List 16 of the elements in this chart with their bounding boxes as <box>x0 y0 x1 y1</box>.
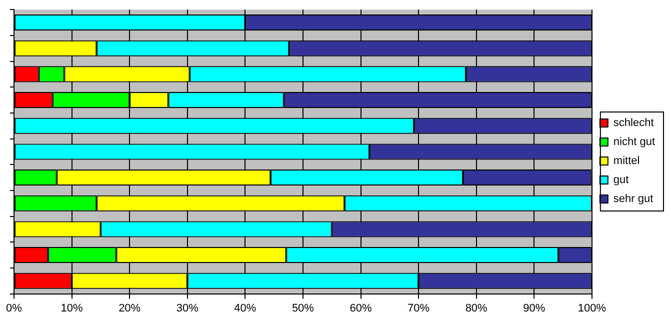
x-tick-label: 20% <box>118 302 141 314</box>
x-tick-label: 50% <box>292 302 314 314</box>
legend-label: mittel <box>613 155 640 168</box>
x-tick-label: 0% <box>6 302 22 314</box>
x-tick-label: 10% <box>60 302 84 314</box>
legend-label: gut <box>613 174 629 186</box>
x-tick-label: 70% <box>408 302 430 314</box>
x-tick-label: 60% <box>350 302 372 314</box>
legend-label: schlecht <box>613 117 654 130</box>
x-tick-label: 30% <box>176 302 199 314</box>
x-tick-label: 100% <box>578 302 606 314</box>
x-tick-label: 80% <box>465 302 488 314</box>
legend-label: sehr gut <box>613 193 654 206</box>
x-tick-label: 40% <box>234 302 256 314</box>
x-tick-label: 90% <box>523 302 546 314</box>
legend-label: nicht gut <box>613 136 656 148</box>
